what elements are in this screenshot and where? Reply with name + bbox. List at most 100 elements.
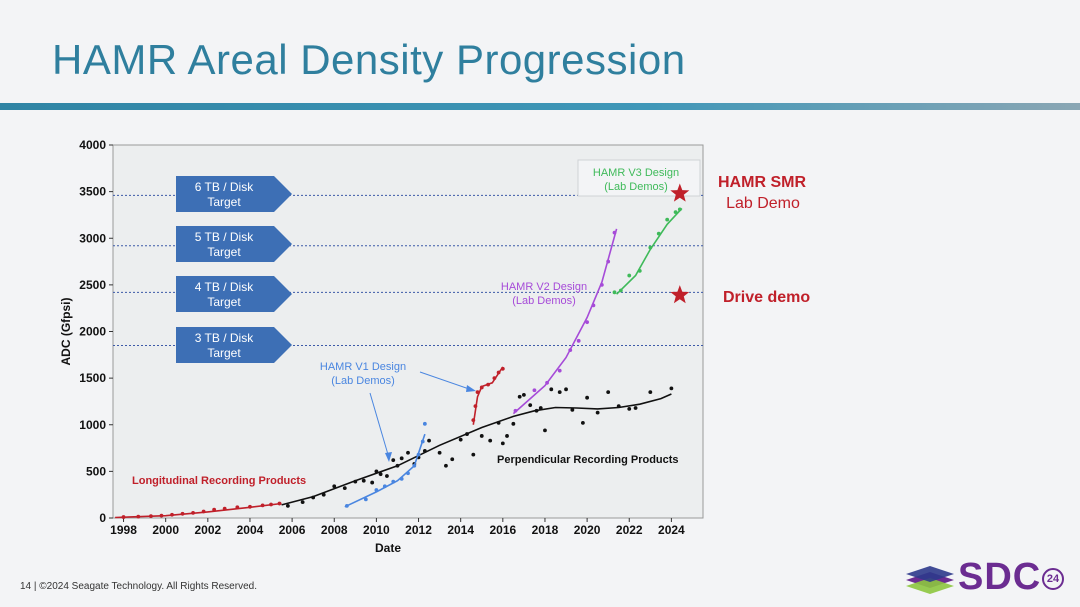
- x-axis-label: Date: [375, 541, 401, 555]
- data-point: [422, 421, 427, 426]
- target-label: 4 TB / Disk: [195, 280, 254, 294]
- data-point: [500, 366, 505, 371]
- data-point: [285, 503, 290, 508]
- data-point: [543, 428, 547, 433]
- target-label: Target: [207, 245, 241, 259]
- star-label-drive-demo: Drive demo: [723, 289, 810, 306]
- y-axis-label: ADC (Gfpsi): [59, 298, 73, 366]
- data-point: [321, 492, 326, 497]
- data-point: [353, 479, 358, 484]
- data-point: [361, 478, 366, 483]
- data-point: [422, 448, 427, 453]
- data-point: [677, 207, 682, 212]
- slide-title: HAMR Areal Density Progression: [52, 36, 686, 83]
- data-point: [633, 406, 638, 410]
- data-point: [191, 510, 195, 515]
- x-tick-label: 2008: [321, 523, 348, 537]
- target-arrow-box: [176, 276, 292, 312]
- y-tick-label: 3500: [79, 185, 106, 199]
- data-point: [557, 390, 562, 395]
- logo-year-badge: 24: [1042, 568, 1064, 590]
- x-tick-label: 2022: [616, 523, 643, 537]
- logo-text: SDC: [958, 556, 1042, 598]
- data-point: [627, 406, 632, 411]
- data-point: [399, 456, 404, 461]
- data-point: [505, 434, 509, 438]
- data-point: [496, 370, 501, 375]
- annotation-v3: (Lab Demos): [604, 181, 668, 193]
- data-point: [585, 395, 590, 400]
- data-point: [382, 484, 387, 489]
- data-point: [564, 387, 568, 392]
- data-point: [121, 515, 126, 519]
- data-point: [363, 497, 368, 502]
- star-label-hamr-smr: HAMR SMR: [718, 174, 806, 191]
- data-point: [648, 245, 653, 250]
- data-point: [269, 502, 273, 507]
- data-point: [665, 217, 670, 222]
- data-point: [201, 509, 206, 514]
- x-tick-label: 2000: [152, 523, 179, 537]
- data-point: [576, 338, 581, 343]
- data-point: [300, 500, 305, 505]
- data-point: [458, 437, 463, 442]
- data-point: [486, 382, 490, 387]
- data-point: [513, 408, 518, 413]
- annotation-v3: HAMR V3 Design: [593, 167, 679, 179]
- annotation-arrow-head: [466, 385, 476, 392]
- annotation-arrow: [419, 371, 473, 391]
- data-point: [669, 386, 674, 391]
- data-point: [599, 282, 604, 287]
- data-point: [612, 230, 617, 235]
- trend-line: [115, 502, 282, 519]
- x-tick-label: 2002: [194, 523, 221, 537]
- x-tick-label: 2006: [279, 523, 306, 537]
- data-point: [585, 320, 590, 325]
- data-point: [557, 368, 562, 373]
- data-point: [637, 268, 642, 273]
- target-label: 6 TB / Disk: [195, 180, 254, 194]
- data-point: [656, 231, 661, 236]
- annotation-perpendicular: Perpendicular Recording Products: [497, 454, 679, 466]
- data-point: [260, 503, 265, 508]
- annotation-arrow: [369, 392, 390, 459]
- data-point: [149, 514, 153, 519]
- data-point: [385, 474, 389, 478]
- data-point: [277, 501, 282, 506]
- title-rule: [0, 103, 1080, 110]
- trend-line: [512, 228, 618, 415]
- star-drive-demo-icon: [670, 285, 690, 304]
- data-point: [412, 463, 417, 468]
- data-point: [180, 511, 185, 516]
- data-point: [473, 404, 478, 408]
- data-point: [549, 387, 554, 392]
- data-point: [521, 393, 526, 397]
- data-point: [517, 394, 522, 399]
- data-point: [342, 486, 347, 491]
- data-point: [492, 376, 497, 381]
- data-point: [471, 452, 476, 457]
- data-point: [496, 420, 501, 425]
- data-point: [606, 259, 611, 264]
- data-point: [406, 450, 410, 455]
- data-point: [488, 438, 493, 443]
- data-point: [606, 390, 611, 395]
- y-tick-label: 1000: [79, 418, 106, 432]
- data-point: [500, 441, 505, 446]
- data-point: [618, 288, 623, 293]
- data-point: [627, 273, 632, 278]
- data-point: [332, 484, 337, 489]
- x-tick-label: 2010: [363, 523, 390, 537]
- target-arrow-box: [176, 226, 292, 262]
- data-point: [235, 505, 240, 510]
- data-point: [170, 512, 174, 517]
- data-point: [538, 406, 543, 410]
- data-point: [450, 457, 455, 462]
- data-point: [545, 380, 549, 385]
- target-label: Target: [207, 346, 241, 360]
- x-tick-label: 2024: [658, 523, 685, 537]
- sdc-logo-icon: [906, 566, 954, 594]
- annotation-longitudinal: Longitudinal Recording Products: [132, 475, 306, 487]
- y-tick-label: 500: [86, 464, 106, 478]
